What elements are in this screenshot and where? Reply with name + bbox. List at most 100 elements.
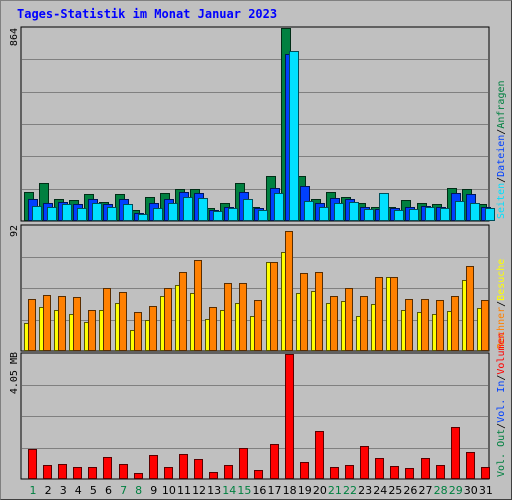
bar-seiten-day-3	[62, 204, 72, 221]
x-tick-label-day-16: 16	[252, 484, 266, 497]
x-tick-label-day-26: 26	[403, 484, 417, 497]
y-axis-max-label: 4.05 MB	[9, 352, 20, 394]
bar-volumen-day-20	[315, 431, 324, 479]
bar-seiten-day-17	[274, 193, 284, 221]
bar-volumen-day-31	[481, 467, 490, 479]
bar-volumen-day-11	[179, 454, 188, 479]
x-tick-label-day-27: 27	[419, 484, 433, 497]
legend-item-rechner: Rechner	[496, 307, 507, 349]
y-axis-max-label: 92	[9, 225, 20, 237]
bar-seiten-day-12	[198, 198, 208, 221]
bar-rechner-day-9	[149, 306, 157, 351]
x-tick-label-day-7: 7	[120, 484, 127, 497]
bar-volumen-day-4	[73, 467, 82, 479]
chart-title: Tages-Statistik im Monat Januar 2023	[17, 7, 278, 21]
bar-seiten-day-16	[258, 210, 268, 221]
bar-volumen-day-8	[134, 473, 143, 479]
chart-panel-2: 92 Rechner/Besuche	[9, 224, 507, 352]
x-tick-label-day-15: 15	[237, 484, 251, 497]
bar-volumen-day-16	[254, 470, 263, 479]
bar-seiten-day-9	[153, 208, 163, 221]
bar-seiten-day-7	[123, 204, 133, 221]
bar-volumen-day-22	[345, 465, 354, 479]
bar-seiten-day-29	[455, 201, 465, 221]
bar-volumen-day-9	[149, 455, 158, 479]
bar-volumen-day-3	[58, 464, 67, 479]
bar-volumen-day-5	[88, 467, 97, 479]
legend-item-seiten: Seiten	[496, 183, 507, 219]
legend-item-besuche: Besuche	[496, 259, 507, 301]
bar-volumen-day-12	[194, 459, 203, 479]
bar-rechner-day-13	[209, 307, 217, 351]
x-tick-label-day-25: 25	[388, 484, 402, 497]
bar-seiten-day-20	[319, 207, 329, 221]
bar-volumen-day-6	[103, 457, 112, 479]
bar-rechner-day-29	[451, 296, 459, 351]
bar-rechner-day-18	[285, 231, 293, 351]
bar-volumen-day-13	[209, 472, 218, 479]
bar-rechner-day-4	[73, 297, 81, 351]
legend: Rechner/Besuche	[496, 259, 507, 349]
x-tick-label-day-4: 4	[75, 484, 82, 497]
bar-rechner-day-31	[481, 300, 489, 351]
bar-seiten-day-13	[213, 211, 223, 221]
bar-rechner-day-20	[315, 272, 323, 351]
x-tick-label-day-5: 5	[90, 484, 97, 497]
bar-rechner-day-27	[421, 299, 429, 351]
bar-rechner-day-10	[164, 288, 172, 351]
x-tick-label-day-21: 21	[328, 484, 342, 497]
x-tick-label-day-2: 2	[45, 484, 52, 497]
legend-separator: /	[496, 177, 507, 183]
bar-seiten-day-24	[379, 193, 389, 221]
bar-volumen-day-29	[451, 427, 460, 479]
x-tick-label-day-13: 13	[207, 484, 221, 497]
x-tick-label-day-19: 19	[298, 484, 312, 497]
legend-separator: /	[496, 375, 507, 381]
bar-volumen-day-15	[239, 448, 248, 479]
bar-rechner-day-19	[300, 273, 308, 351]
bar-volumen-day-19	[300, 462, 309, 479]
bar-seiten-day-10	[168, 203, 178, 221]
bar-volumen-day-28	[436, 465, 445, 479]
bar-rechner-day-23	[360, 296, 368, 351]
x-tick-label-day-18: 18	[283, 484, 297, 497]
bar-rechner-day-17	[270, 262, 278, 351]
bar-volumen-day-17	[270, 444, 279, 479]
x-tick-label-day-8: 8	[135, 484, 142, 497]
legend-item-volumen: Volumen	[496, 332, 507, 374]
bar-rechner-day-16	[254, 300, 262, 351]
legend-item-vol-in: Vol. In	[496, 381, 507, 423]
bar-seiten-day-22	[349, 202, 359, 221]
bar-volumen-day-24	[375, 458, 384, 479]
bar-seiten-day-18	[289, 51, 299, 221]
bar-seiten-day-19	[304, 201, 314, 221]
bar-rechner-day-22	[345, 288, 353, 351]
bar-rechner-day-30	[466, 266, 474, 351]
legend-item-vol-out: Vol. Out	[496, 429, 507, 477]
bar-rechner-day-26	[405, 299, 413, 351]
bar-volumen-day-7	[119, 464, 128, 479]
bar-rechner-day-8	[134, 312, 142, 351]
bar-seiten-day-28	[440, 208, 450, 221]
bar-seiten-day-5	[92, 203, 102, 221]
legend-item-dateien: Dateien	[496, 135, 507, 177]
bar-rechner-day-25	[390, 277, 398, 351]
bar-rechner-day-1	[28, 299, 36, 351]
bar-volumen-day-2	[43, 465, 52, 479]
bar-volumen-day-21	[330, 467, 339, 479]
bar-seiten-day-30	[470, 203, 480, 221]
bar-seiten-day-26	[409, 209, 419, 221]
x-tick-label-day-3: 3	[60, 484, 67, 497]
legend-item-anfragen: Anfragen	[496, 80, 507, 128]
x-tick-label-day-24: 24	[373, 484, 387, 497]
x-tick-label-day-17: 17	[268, 484, 282, 497]
x-tick-label-day-30: 30	[464, 484, 478, 497]
x-tick-label-day-12: 12	[192, 484, 206, 497]
bar-rechner-day-11	[179, 272, 187, 351]
bar-seiten-day-8	[138, 214, 148, 221]
bar-seiten-day-11	[183, 197, 193, 221]
x-tick-label-day-10: 10	[162, 484, 176, 497]
